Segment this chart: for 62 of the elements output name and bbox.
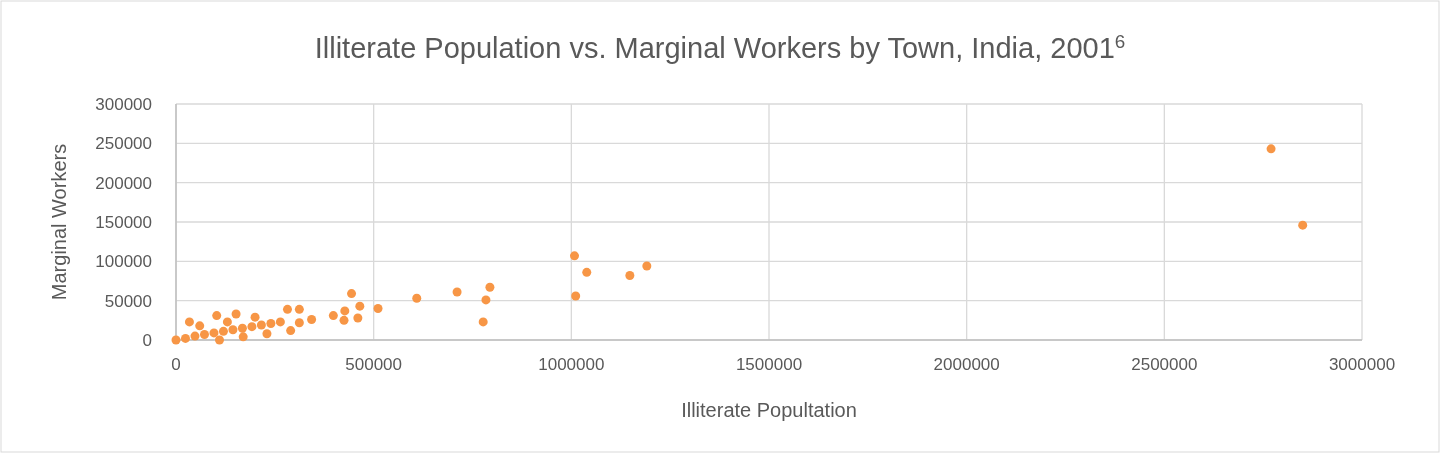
point xyxy=(582,267,592,277)
x-tick-label: 500000 xyxy=(345,355,403,374)
y-tick-label: 150000 xyxy=(95,213,152,232)
y-tick-label: 100000 xyxy=(95,252,152,272)
point xyxy=(642,261,652,271)
point xyxy=(452,287,462,297)
point xyxy=(238,332,248,342)
point xyxy=(340,306,350,316)
y-tick-label: 300000 xyxy=(95,95,152,114)
point xyxy=(373,304,383,314)
point xyxy=(222,317,232,327)
point xyxy=(247,322,257,332)
y-tick-label: 200000 xyxy=(95,173,152,193)
x-tick-label: 1500000 xyxy=(735,355,803,374)
point xyxy=(412,293,422,303)
point xyxy=(478,317,488,327)
point xyxy=(485,282,495,292)
y-tick-label: 250000 xyxy=(95,134,152,154)
point xyxy=(570,251,579,261)
point xyxy=(294,318,304,328)
point xyxy=(218,326,228,336)
point xyxy=(184,317,194,327)
point xyxy=(190,331,200,341)
point xyxy=(262,329,272,339)
point xyxy=(214,335,224,345)
point xyxy=(282,304,292,314)
point xyxy=(286,326,296,336)
x-tick-label: 2500000 xyxy=(1131,355,1198,374)
x-tick-label: 1000000 xyxy=(538,355,605,374)
point xyxy=(353,313,363,323)
point xyxy=(294,304,304,314)
x-tick-label: 2000000 xyxy=(933,355,1000,374)
x-axis-title: Illiterate Popultation xyxy=(681,399,857,421)
point xyxy=(266,318,276,328)
x-tick-label: 3000000 xyxy=(1328,355,1396,374)
point xyxy=(199,329,209,339)
point xyxy=(307,315,317,325)
point xyxy=(275,317,285,327)
y-axis-title: Marginal Workers xyxy=(48,143,70,301)
chart-title: Illiterate Population vs. Marginal Workers by Town, India, 2001$^{6}$ xyxy=(314,30,1126,64)
point xyxy=(195,321,205,331)
point xyxy=(328,311,338,321)
point xyxy=(625,270,635,280)
y-tick-label: 0 xyxy=(142,331,152,350)
point xyxy=(250,312,260,322)
point xyxy=(355,301,365,311)
point xyxy=(347,289,357,299)
point xyxy=(571,291,581,301)
point xyxy=(180,333,190,343)
y-tick-label: 50000 xyxy=(104,291,152,311)
x-tick-label: 0 xyxy=(171,355,181,374)
point xyxy=(481,295,491,305)
point xyxy=(256,320,266,330)
point xyxy=(1266,144,1276,154)
point xyxy=(228,325,238,335)
point xyxy=(231,309,241,319)
point xyxy=(339,315,349,325)
point xyxy=(209,328,219,338)
point xyxy=(212,311,222,321)
point xyxy=(237,323,247,333)
point xyxy=(1298,220,1308,230)
point xyxy=(171,335,181,345)
